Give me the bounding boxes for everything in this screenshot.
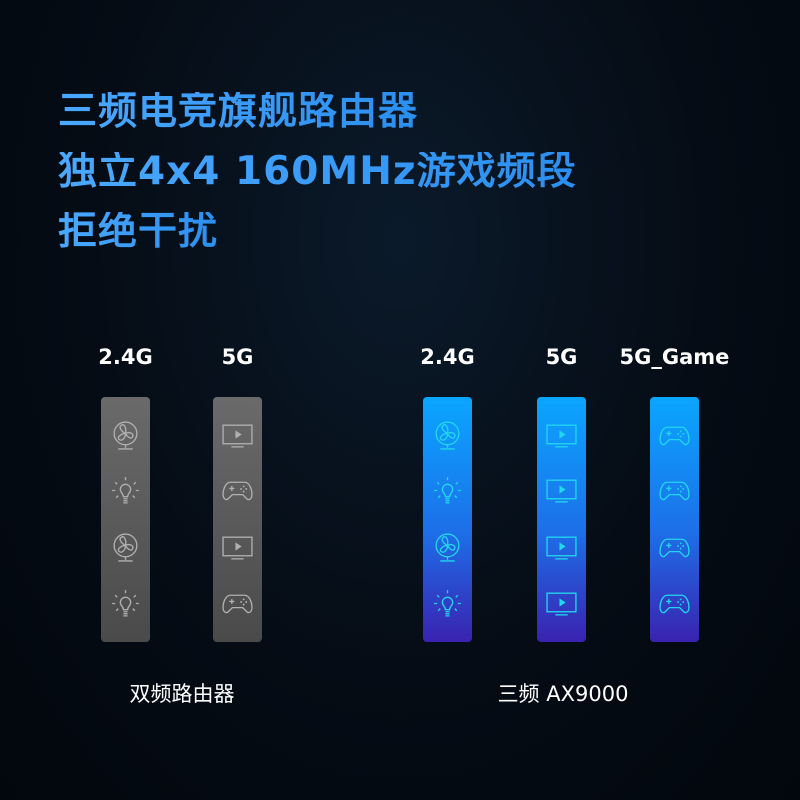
gamepad-icon — [658, 531, 691, 564]
band-label: 5G — [221, 345, 254, 369]
band-bar — [101, 397, 150, 642]
bulb-icon — [431, 474, 464, 507]
bulb-icon — [109, 474, 142, 507]
tv-icon — [545, 419, 578, 452]
gamepad-icon — [221, 474, 254, 507]
headline-line-2: 独立4x4 160MHz游戏频段 — [58, 149, 577, 194]
bulb-icon — [109, 587, 142, 620]
gamepad-icon — [658, 419, 691, 452]
fan-icon — [431, 419, 464, 452]
fan-icon — [431, 531, 464, 564]
tv-icon — [221, 531, 254, 564]
gamepad-icon — [658, 587, 691, 620]
tri-band-caption: 三频 AX9000 — [497, 682, 629, 706]
band-bar — [213, 397, 262, 642]
band-bar — [423, 397, 472, 642]
band-bar — [537, 397, 586, 642]
gamepad-icon — [221, 587, 254, 620]
dual-band-caption: 双频路由器 — [129, 682, 235, 706]
tv-icon — [545, 531, 578, 564]
band-label: 5G_Game — [619, 345, 730, 369]
fan-icon — [109, 419, 142, 452]
headline-line-3: 拒绝干扰 — [58, 209, 219, 254]
band-label: 2.4G — [98, 345, 153, 369]
headline-line-1: 三频电竞旗舰路由器 — [58, 89, 419, 134]
bulb-icon — [431, 587, 464, 620]
gamepad-icon — [658, 474, 691, 507]
tv-icon — [545, 587, 578, 620]
band-bar — [650, 397, 699, 642]
band-label: 5G — [545, 345, 578, 369]
tv-icon — [545, 474, 578, 507]
fan-icon — [109, 531, 142, 564]
tv-icon — [221, 419, 254, 452]
band-label: 2.4G — [420, 345, 475, 369]
